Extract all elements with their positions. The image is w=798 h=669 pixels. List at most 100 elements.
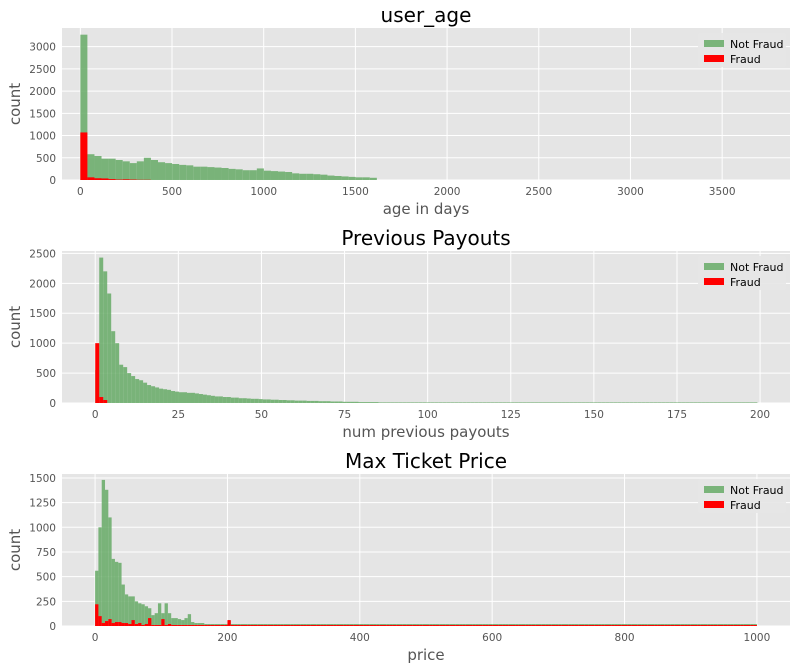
legend-swatch	[704, 278, 724, 285]
histogram-bar	[124, 623, 129, 626]
histogram-bar	[631, 625, 635, 626]
histogram-bar	[296, 625, 301, 626]
histogram-bar	[114, 561, 119, 626]
histogram-bar	[278, 171, 286, 180]
histogram-bar	[151, 386, 156, 403]
histogram-bar	[641, 625, 645, 626]
histogram-bar	[348, 176, 356, 180]
y-tick-label: 2500	[29, 248, 56, 260]
y-tick-label: 0	[49, 398, 56, 410]
histogram-bar	[118, 622, 122, 626]
histogram-bar	[214, 625, 218, 626]
histogram-bar	[163, 389, 168, 403]
histogram-bar	[270, 399, 275, 403]
legend-label: Not Fraud	[730, 484, 784, 497]
x-tick-label: 175	[667, 409, 687, 421]
histogram-bar	[181, 625, 185, 626]
histogram-bar	[262, 399, 267, 403]
histogram-bar	[320, 174, 328, 180]
histogram-bar	[191, 622, 195, 626]
histogram-bar	[358, 402, 363, 403]
x-tick-label: 3500	[709, 186, 736, 198]
histogram-bar	[645, 402, 650, 403]
y-tick-label: 500	[36, 153, 56, 165]
histogram-bar	[263, 625, 268, 626]
histogram-bar	[657, 402, 662, 403]
histogram-bar	[194, 625, 198, 626]
histogram-bar	[369, 177, 377, 180]
legend-label: Not Fraud	[730, 261, 784, 274]
histogram-bar	[108, 619, 112, 626]
histogram-bar	[242, 398, 247, 403]
histogram-bar	[256, 168, 264, 180]
histogram-bar	[581, 402, 586, 403]
histogram-bar	[341, 176, 349, 180]
histogram-bar	[108, 517, 112, 626]
histogram-bar	[369, 625, 374, 626]
histogram-bar	[150, 160, 158, 180]
histogram-bar	[382, 402, 387, 403]
histogram-bar	[389, 625, 393, 626]
histogram-bar	[541, 625, 546, 626]
histogram-bar	[687, 625, 691, 626]
chart-title: Max Ticket Price	[345, 449, 507, 473]
histogram-bar	[746, 625, 751, 626]
histogram-bar	[238, 398, 243, 403]
histogram-bar	[469, 625, 473, 626]
histogram-bar	[283, 625, 288, 626]
histogram-bar	[230, 397, 235, 403]
histogram-bar	[720, 625, 724, 626]
histogram-bar	[87, 177, 95, 180]
histogram-bar	[664, 625, 668, 626]
histogram-bar	[313, 174, 321, 180]
histogram-bar	[280, 625, 284, 626]
histogram-bar	[386, 402, 391, 403]
histogram-bar	[197, 623, 201, 626]
histogram-bar	[432, 625, 436, 626]
histogram-bar	[406, 625, 410, 626]
histogram-bar	[294, 400, 299, 403]
histogram-bar	[155, 387, 160, 403]
histogram-bar	[737, 402, 742, 403]
histogram-bar	[545, 625, 549, 626]
legend: Not Fraud Fraud	[698, 33, 786, 67]
histogram-bar	[709, 402, 714, 403]
histogram-bar	[569, 402, 574, 403]
histogram-bar	[502, 402, 507, 403]
histogram-bar	[647, 625, 652, 626]
histogram-bar	[512, 625, 516, 626]
histogram-bar	[322, 401, 327, 403]
histogram-bar	[273, 625, 278, 626]
histogram-bar	[627, 625, 632, 626]
histogram-bar	[376, 625, 380, 626]
histogram-bar	[135, 379, 140, 403]
histogram-bar	[298, 400, 303, 403]
x-tick-label: 1000	[250, 186, 277, 198]
histogram-bar	[701, 402, 706, 403]
histogram-bar	[465, 625, 470, 626]
x-tick-label: 50	[255, 409, 268, 421]
histogram-bar	[390, 402, 395, 403]
histogram-bar	[171, 625, 175, 626]
histogram-bar	[490, 402, 495, 403]
histogram-bar	[285, 172, 293, 180]
histogram-bar	[729, 402, 734, 403]
histogram-bar	[270, 171, 279, 180]
x-tick-label: 0	[92, 632, 99, 644]
y-tick-label: 500	[36, 572, 56, 584]
series-fraud	[95, 604, 757, 626]
x-tick-label: 0	[77, 186, 84, 198]
histogram-bar	[370, 402, 375, 403]
histogram-bar	[498, 402, 503, 403]
y-tick-label: 250	[36, 596, 56, 608]
histogram-bar	[217, 625, 221, 626]
histogram-bar	[179, 392, 184, 403]
histogram-bar	[143, 157, 151, 180]
histogram-bar	[617, 625, 622, 626]
histogram-bar	[685, 402, 690, 403]
histogram-bar	[292, 173, 300, 180]
legend: Not Fraud Fraud	[698, 479, 786, 513]
histogram-bar	[526, 402, 531, 403]
histogram-bar	[186, 165, 194, 180]
histogram-bar	[710, 625, 714, 626]
